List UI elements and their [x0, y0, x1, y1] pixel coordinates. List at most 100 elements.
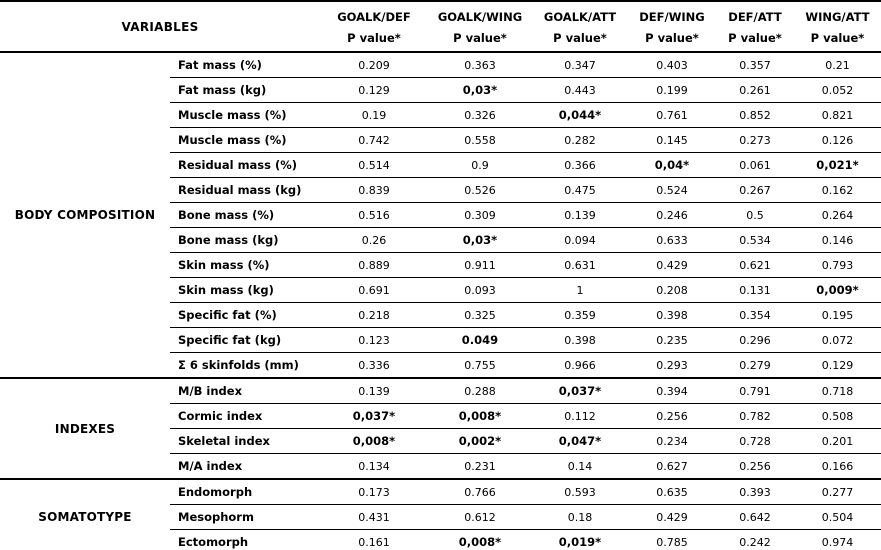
table-row: BODY COMPOSITION Fat mass (%) 0.209 0.363 0.… [0, 52, 881, 379]
p-value-cell: 0.277 [794, 479, 881, 505]
p-value-cell: 0.21 [794, 52, 881, 78]
variables-header: VARIABLES [121, 19, 199, 34]
p-value-cell: 0.524 [628, 177, 716, 203]
table-row: Residual mass (kg) 0.839 0.526 0.475 0.524 0.… [0, 177, 881, 203]
p-value-cell: 0.5 [716, 202, 794, 228]
p-value-cell: 0.514 [320, 152, 428, 178]
variable-label: Σ 6 skinfolds (mm) [170, 352, 320, 379]
variable-label: M/A index [170, 453, 320, 480]
p-value-cell: 0.273 [716, 127, 794, 153]
p-value-cell: 0.558 [428, 127, 532, 153]
p-value-cell: 0.785 [628, 529, 716, 550]
p-value-cell: 0.201 [794, 428, 881, 454]
p-value-cell: 0.267 [716, 177, 794, 203]
p-value-cell: 0.526 [428, 177, 532, 203]
column-header-wing-att: WING/ATT [805, 9, 870, 24]
p-value-cell: 0,008* [428, 529, 532, 550]
p-value-cell: 0.061 [716, 152, 794, 178]
p-value-cell: 0.094 [532, 227, 628, 253]
p-value-cell: 0.326 [428, 102, 532, 128]
p-value-cell: 0.296 [716, 327, 794, 353]
p-value-subheader: P value* [553, 30, 607, 45]
table-row: Skin mass (kg) 0.691 0.093 1 0.208 0.131 0,009… [0, 277, 881, 303]
group-label-body-composition: BODY COMPOSITION [0, 52, 170, 379]
p-value-cell: 0.134 [320, 453, 428, 480]
p-value-cell: 0.093 [428, 277, 532, 303]
p-value-cell: 0.782 [716, 403, 794, 429]
column-header-def-att: DEF/ATT [728, 9, 782, 24]
p-value-cell: 0.755 [428, 352, 532, 379]
p-value-cell: 0.288 [428, 378, 532, 404]
p-value-cell: 0.761 [628, 102, 716, 128]
p-value-cell: 0.627 [628, 453, 716, 480]
p-value-cell: 0.166 [794, 453, 881, 480]
p-value-cell: 0.145 [628, 127, 716, 153]
p-value-cell: 0.162 [794, 177, 881, 203]
p-value-cell: 0.791 [716, 378, 794, 404]
p-value-cell: 0.309 [428, 202, 532, 228]
table-row: M/A index 0.134 0.231 0.14 0.627 0.256 0.166 [0, 453, 881, 480]
p-value-cell: 0.208 [628, 277, 716, 303]
p-value-cell: 0.363 [428, 52, 532, 78]
p-value-cell: 0.264 [794, 202, 881, 228]
p-value-cell: 0.161 [320, 529, 428, 550]
p-value-cell: 0.256 [716, 453, 794, 480]
p-value-cell: 0.139 [532, 202, 628, 228]
group-label-somatotype: SOMATOTYPE [0, 479, 170, 550]
p-value-cell: 0.766 [428, 479, 532, 505]
variable-label: Skin mass (%) [170, 252, 320, 278]
p-value-cell: 0.642 [716, 504, 794, 530]
p-value-cell: 0.742 [320, 127, 428, 153]
table-row: Specific fat (%) 0.218 0.325 0.359 0.398 0.35… [0, 302, 881, 328]
p-value-cell: 0.261 [716, 77, 794, 103]
p-value-cell: 0.256 [628, 403, 716, 429]
p-value-cell: 0.621 [716, 252, 794, 278]
p-value-cell: 0.173 [320, 479, 428, 505]
p-value-cell: 0.357 [716, 52, 794, 78]
p-value-subheader: P value* [645, 30, 699, 45]
p-value-cell: 0.26 [320, 227, 428, 253]
table-row: Ectomorph 0.161 0,008* 0,019* 0.785 0.242 0.97… [0, 529, 881, 550]
p-value-cell: 0.234 [628, 428, 716, 454]
p-value-cell: 0.504 [794, 504, 881, 530]
variable-label: Fat mass (kg) [170, 77, 320, 103]
p-value-cell: 0.691 [320, 277, 428, 303]
p-value-cell: 0.429 [628, 504, 716, 530]
header-row-p-value: P value* P value* P value* P value* P value*… [0, 28, 881, 52]
variable-label: Bone mass (kg) [170, 227, 320, 253]
p-value-cell: 0.19 [320, 102, 428, 128]
p-value-subheader: P value* [453, 30, 507, 45]
p-value-cell: 0.246 [628, 202, 716, 228]
variable-label: Specific fat (kg) [170, 327, 320, 353]
variable-label: M/B index [170, 378, 320, 404]
table-row: Residual mass (%) 0.514 0.9 0.366 0,04* 0.061… [0, 152, 881, 178]
p-value-subheader: P value* [347, 30, 401, 45]
variable-label: Mesophorm [170, 504, 320, 530]
p-value-cell: 0.139 [320, 378, 428, 404]
p-value-cell: 0.398 [628, 302, 716, 328]
p-value-cell: 0.209 [320, 52, 428, 78]
variable-label: Cormic index [170, 403, 320, 429]
variable-label: Fat mass (%) [170, 52, 320, 78]
p-value-cell: 0.242 [716, 529, 794, 550]
p-value-cell: 0.354 [716, 302, 794, 328]
p-value-cell: 0.336 [320, 352, 428, 379]
p-value-cell: 0.635 [628, 479, 716, 505]
p-value-cell: 0.718 [794, 378, 881, 404]
p-value-cell: 0,037* [320, 403, 428, 429]
p-value-cell: 0.279 [716, 352, 794, 379]
column-header-goalk-att: GOALK/ATT [543, 9, 617, 24]
p-value-cell: 0.431 [320, 504, 428, 530]
p-value-subheader: P value* [728, 30, 782, 45]
variable-label: Specific fat (%) [170, 302, 320, 328]
table-row: Cormic index 0,037* 0,008* 0.112 0.256 0.782 0… [0, 403, 881, 429]
p-value-cell: 0,047* [532, 428, 628, 454]
table-row: Bone mass (%) 0.516 0.309 0.139 0.246 0.5 0.26… [0, 202, 881, 228]
table-row: Bone mass (kg) 0.26 0,03* 0.094 0.633 0.534 0.… [0, 227, 881, 253]
p-value-cell: 0.049 [428, 327, 532, 353]
variable-label: Muscle mass (%) [170, 102, 320, 128]
p-value-cell: 0.475 [532, 177, 628, 203]
p-value-cell: 0.633 [628, 227, 716, 253]
p-value-cell: 0.199 [628, 77, 716, 103]
